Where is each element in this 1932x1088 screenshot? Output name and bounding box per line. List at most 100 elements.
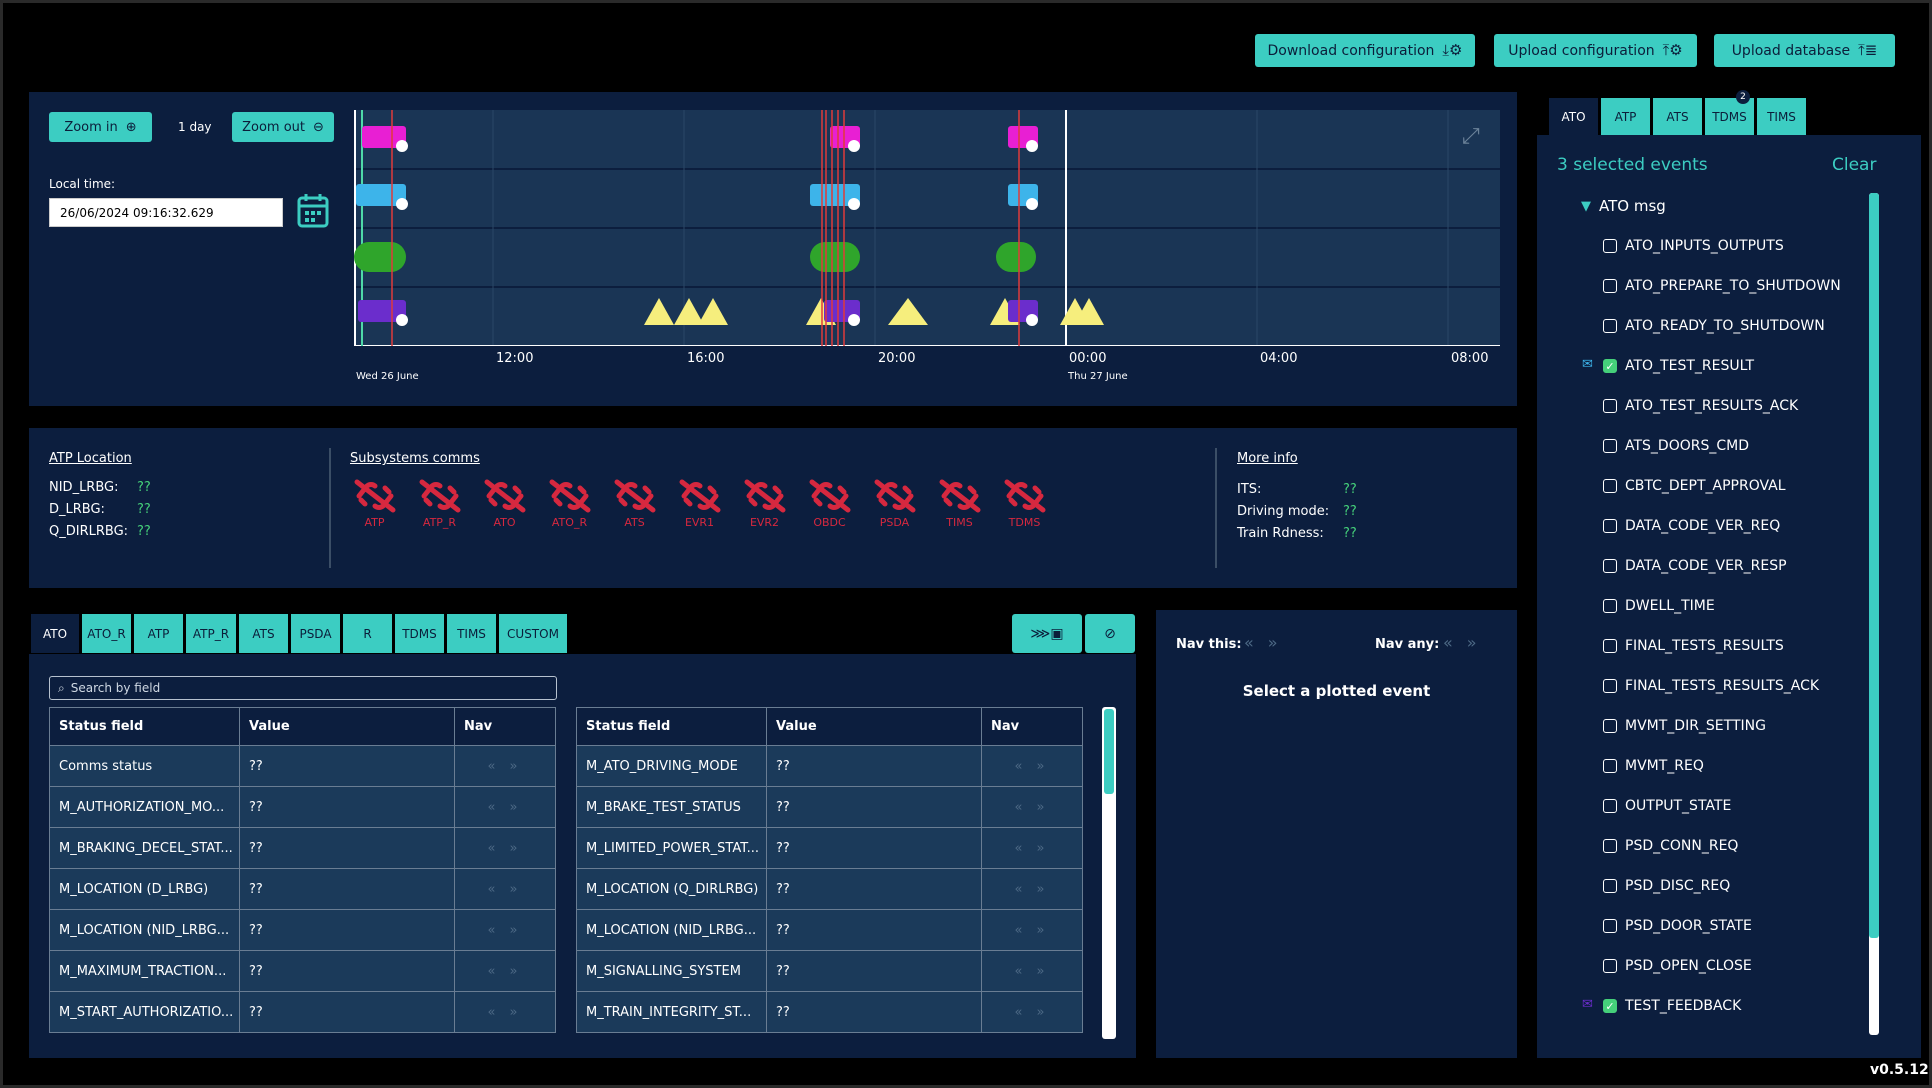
event-checkbox[interactable] xyxy=(1603,879,1617,893)
tab-atp[interactable]: ATP xyxy=(134,614,183,653)
table-row[interactable]: M_LOCATION (D_LRBG)?? «» xyxy=(49,868,556,910)
event-checkbox[interactable] xyxy=(1603,959,1617,973)
search-input[interactable]: ⌕ Search by field xyxy=(49,676,557,700)
event-item[interactable]: FINAL_TESTS_RESULTS xyxy=(1603,636,1784,656)
table-row[interactable]: M_BRAKE_TEST_STATUS?? «» xyxy=(576,786,1083,828)
event-tab-tims[interactable]: TIMS xyxy=(1757,98,1806,135)
upload-database-button[interactable]: Upload database ⤒≣ xyxy=(1714,34,1895,67)
event-tab-ato[interactable]: ATO xyxy=(1549,98,1598,135)
local-time-input[interactable]: 26/06/2024 09:16:32.629 xyxy=(49,198,283,227)
more-info-title[interactable]: More info xyxy=(1237,451,1298,466)
expand-icon[interactable]: ⤢ xyxy=(1462,124,1480,149)
table-scroll-thumb[interactable] xyxy=(1104,709,1114,794)
table-row[interactable]: M_LOCATION (NID_LRBG...?? «» xyxy=(576,909,1083,951)
nav-arrows[interactable]: «» xyxy=(454,868,556,910)
table-row[interactable]: Comms status?? «» xyxy=(49,745,556,787)
hide-button[interactable]: ⊘ xyxy=(1085,614,1135,653)
event-checkbox[interactable] xyxy=(1603,479,1617,493)
nav-arrows[interactable]: «» xyxy=(454,786,556,828)
event-item[interactable]: ATO_READY_TO_SHUTDOWN xyxy=(1603,316,1825,336)
group-ato-msg[interactable]: ▼ ATO msg xyxy=(1581,197,1666,215)
event-checkbox[interactable] xyxy=(1603,599,1617,613)
event-checkbox[interactable] xyxy=(1603,239,1617,253)
download-config-button[interactable]: Download configuration ⤓⚙ xyxy=(1255,34,1475,67)
event-item[interactable]: MVMT_REQ xyxy=(1603,756,1704,776)
export-button[interactable]: ⋙▣ xyxy=(1012,614,1082,653)
table-row[interactable]: M_ATO_DRIVING_MODE?? «» xyxy=(576,745,1083,787)
event-checkbox[interactable]: ✓ xyxy=(1603,999,1617,1013)
nav-arrows[interactable]: «» xyxy=(981,745,1083,787)
event-item[interactable]: ATO_INPUTS_OUTPUTS xyxy=(1603,236,1784,256)
event-checkbox[interactable] xyxy=(1603,839,1617,853)
tab-tims[interactable]: TIMS xyxy=(447,614,496,653)
event-checkbox[interactable] xyxy=(1603,399,1617,413)
table-row[interactable]: M_LIMITED_POWER_STAT...?? «» xyxy=(576,827,1083,869)
event-item[interactable]: ✓ TEST_FEEDBACK xyxy=(1603,996,1741,1016)
tab-psda[interactable]: PSDA xyxy=(291,614,340,653)
tab-ato[interactable]: ATO xyxy=(31,614,79,653)
event-checkbox[interactable] xyxy=(1603,559,1617,573)
event-checkbox[interactable] xyxy=(1603,639,1617,653)
event-item[interactable]: FINAL_TESTS_RESULTS_ACK xyxy=(1603,676,1819,696)
event-tab-atp[interactable]: ATP xyxy=(1601,98,1650,135)
zoom-out-button[interactable]: Zoom out ⊖ xyxy=(232,112,334,142)
tab-ats[interactable]: ATS xyxy=(239,614,288,653)
event-checkbox[interactable] xyxy=(1603,319,1617,333)
event-item[interactable]: ATO_TEST_RESULTS_ACK xyxy=(1603,396,1798,416)
event-item[interactable]: PSD_DISC_REQ xyxy=(1603,876,1730,896)
table-row[interactable]: M_LOCATION (NID_LRBG...?? «» xyxy=(49,909,556,951)
upload-config-button[interactable]: Upload configuration ⤒⚙ xyxy=(1494,34,1697,67)
table-row[interactable]: M_SIGNALLING_SYSTEM?? «» xyxy=(576,950,1083,992)
event-item[interactable]: DWELL_TIME xyxy=(1603,596,1715,616)
nav-arrows[interactable]: «» xyxy=(454,991,556,1033)
event-checkbox[interactable]: ✓ xyxy=(1603,359,1617,373)
event-item[interactable]: PSD_DOOR_STATE xyxy=(1603,916,1752,936)
event-checkbox[interactable] xyxy=(1603,519,1617,533)
event-item[interactable]: DATA_CODE_VER_RESP xyxy=(1603,556,1787,576)
tab-atp_r[interactable]: ATP_R xyxy=(186,614,236,653)
nav-arrows[interactable]: «» xyxy=(981,909,1083,951)
tab-custom[interactable]: CUSTOM xyxy=(499,614,567,653)
event-checkbox[interactable] xyxy=(1603,679,1617,693)
event-item[interactable]: PSD_CONN_REQ xyxy=(1603,836,1738,856)
nav-arrows[interactable]: «» xyxy=(454,909,556,951)
tab-r[interactable]: R xyxy=(343,614,392,653)
event-checkbox[interactable] xyxy=(1603,719,1617,733)
table-row[interactable]: M_LOCATION (Q_DIRLRBG)?? «» xyxy=(576,868,1083,910)
event-checkbox[interactable] xyxy=(1603,279,1617,293)
events-scroll-thumb[interactable] xyxy=(1869,193,1879,938)
event-item[interactable]: ATS_DOORS_CMD xyxy=(1603,436,1749,456)
event-checkbox[interactable] xyxy=(1603,759,1617,773)
nav-arrows[interactable]: «» xyxy=(454,827,556,869)
event-tab-ats[interactable]: ATS xyxy=(1653,98,1702,135)
calendar-icon[interactable] xyxy=(297,192,329,228)
event-timeline-chart[interactable] xyxy=(354,110,1500,346)
event-checkbox[interactable] xyxy=(1603,919,1617,933)
nav-arrows[interactable]: «» xyxy=(981,786,1083,828)
atp-location-title[interactable]: ATP Location xyxy=(49,451,132,466)
nav-arrows[interactable]: «» xyxy=(981,950,1083,992)
nav-any-arrows[interactable]: «» xyxy=(1443,633,1491,652)
event-checkbox[interactable] xyxy=(1603,799,1617,813)
event-item[interactable]: ✓ ATO_TEST_RESULT xyxy=(1603,356,1754,376)
table-row[interactable]: M_TRAIN_INTEGRITY_ST...?? «» xyxy=(576,991,1083,1033)
table-row[interactable]: M_AUTHORIZATION_MO...?? «» xyxy=(49,786,556,828)
nav-arrows[interactable]: «» xyxy=(981,827,1083,869)
event-item[interactable]: OUTPUT_STATE xyxy=(1603,796,1731,816)
event-item[interactable]: CBTC_DEPT_APPROVAL xyxy=(1603,476,1786,496)
tab-tdms[interactable]: TDMS xyxy=(395,614,444,653)
event-item[interactable]: MVMT_DIR_SETTING xyxy=(1603,716,1766,736)
event-item[interactable]: DATA_CODE_VER_REQ xyxy=(1603,516,1780,536)
event-tab-tdms[interactable]: TDMS 2 xyxy=(1705,90,1754,135)
clear-button[interactable]: Clear xyxy=(1832,155,1877,175)
event-item[interactable]: PSD_OPEN_CLOSE xyxy=(1603,956,1752,976)
event-item[interactable]: ATO_PREPARE_TO_SHUTDOWN xyxy=(1603,276,1841,296)
nav-arrows[interactable]: «» xyxy=(981,991,1083,1033)
event-checkbox[interactable] xyxy=(1603,439,1617,453)
subsystems-title[interactable]: Subsystems comms xyxy=(350,451,480,466)
table-row[interactable]: M_START_AUTHORIZATIO...?? «» xyxy=(49,991,556,1033)
table-row[interactable]: M_MAXIMUM_TRACTION...?? «» xyxy=(49,950,556,992)
nav-this-arrows[interactable]: «» xyxy=(1244,633,1292,652)
nav-arrows[interactable]: «» xyxy=(454,950,556,992)
tab-ato_r[interactable]: ATO_R xyxy=(82,614,131,653)
